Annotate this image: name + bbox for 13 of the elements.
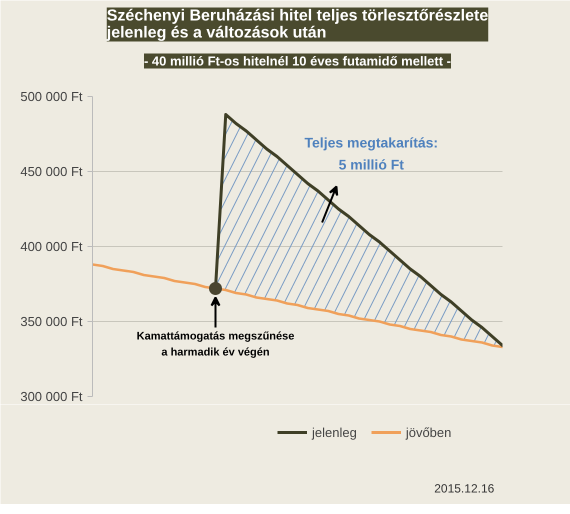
legend-label: jövőben bbox=[406, 424, 452, 440]
annotation: Teljes megtakarítás: 5 millió Ft bbox=[304, 134, 438, 172]
line-series bbox=[92, 263, 502, 348]
legend-label: jelenleg bbox=[312, 424, 357, 440]
y-tick-label: 400 000 Ft bbox=[20, 239, 83, 254]
y-tick-label: 300 000 Ft bbox=[20, 389, 83, 404]
y-tick-label: 500 000 Ft bbox=[20, 89, 83, 104]
y-tick-label: 350 000 Ft bbox=[20, 314, 83, 329]
annotation: Kamattámogatás megszűnése a harmadik év végén bbox=[136, 330, 294, 358]
text: 2015.12.16 bbox=[434, 482, 495, 496]
chart-title: Széchenyi Beruházási hitel teljes törlesztőrészlete jelenleg és a változások után bbox=[106, 8, 488, 42]
y-tick-label: 450 000 Ft bbox=[20, 164, 83, 179]
chart-subtitle: - 40 millió Ft-os hitelnél 10 éves futamidő mellett - bbox=[144, 54, 452, 68]
